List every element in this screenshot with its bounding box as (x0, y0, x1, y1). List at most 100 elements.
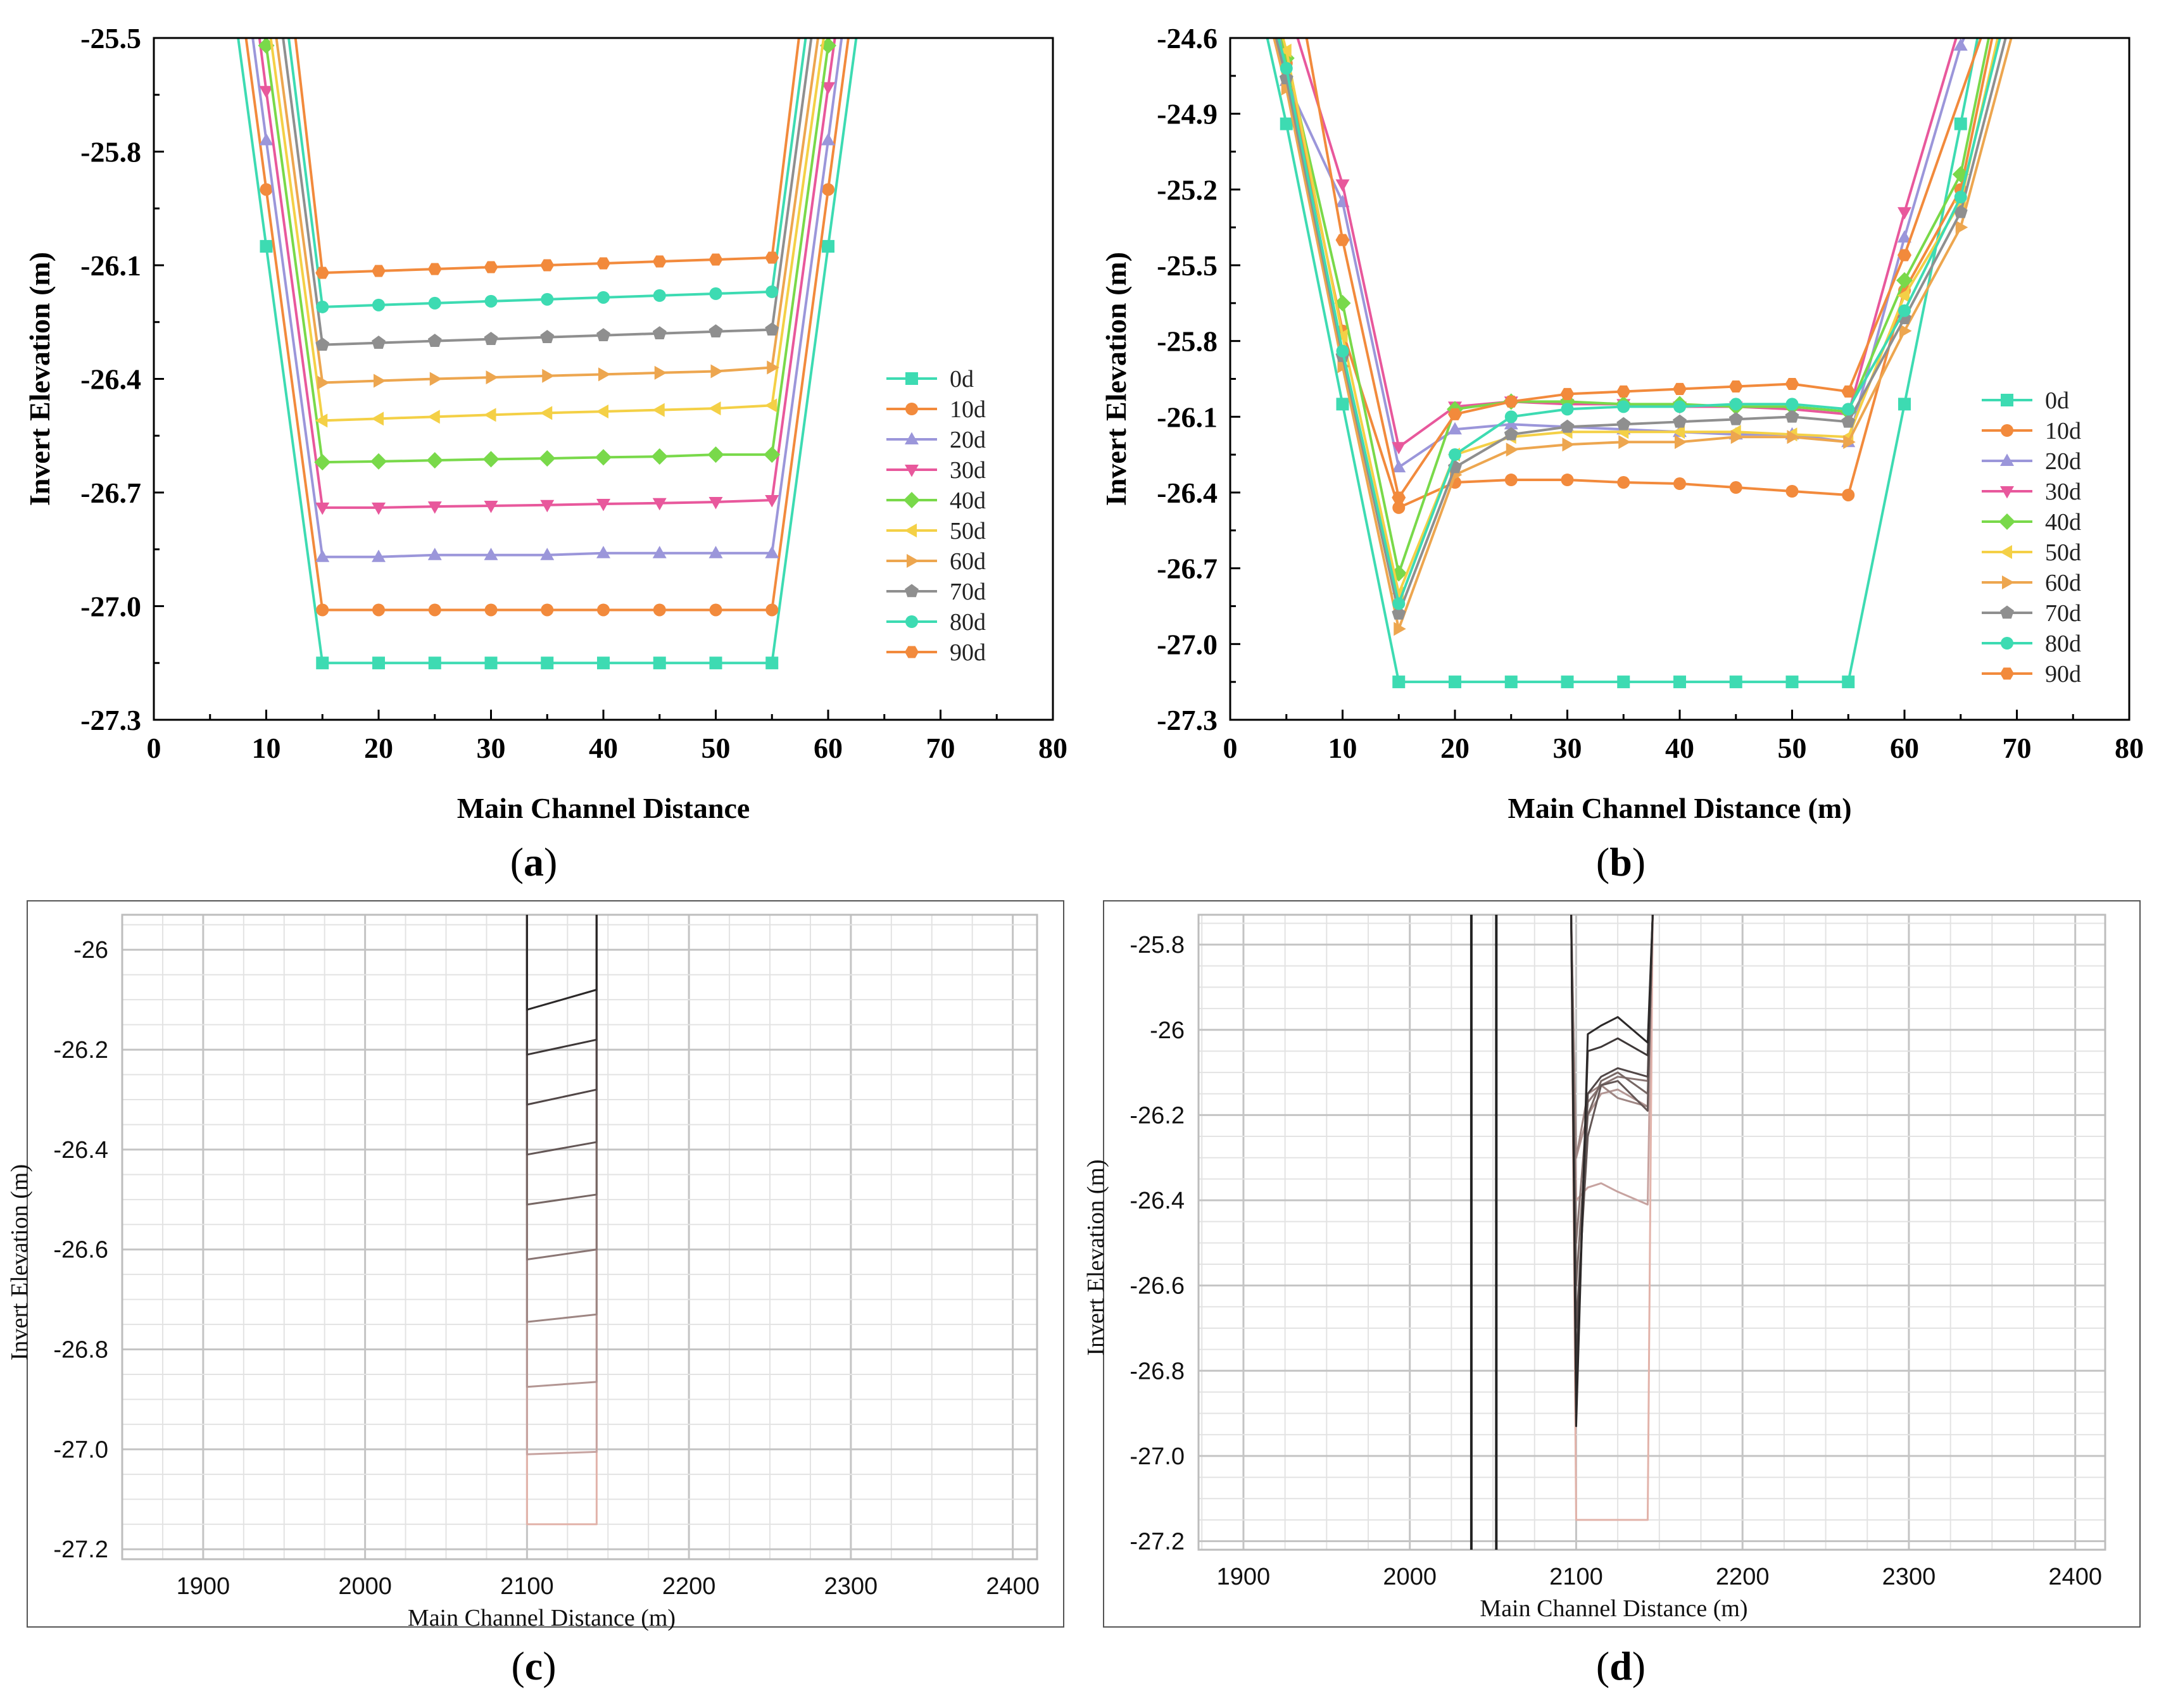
y-tick-label: -25.8 (1157, 325, 1218, 358)
data-point-90d (1785, 377, 1799, 391)
legend-item-90d: 90d (1982, 661, 2081, 688)
legend-marker (2000, 667, 2014, 680)
y-tick-label: -24.9 (1157, 98, 1218, 130)
legend-label: 90d (2045, 661, 2081, 688)
data-point-20d (1504, 417, 1518, 430)
plot-frame (1229, 37, 2131, 721)
data-point-10d (1785, 485, 1799, 498)
data-point-40d (370, 453, 387, 470)
data-point-70d (540, 330, 555, 343)
data-point-90d (427, 263, 442, 275)
data-point-60d (1618, 435, 1631, 449)
data-point-70d (1616, 417, 1631, 430)
series-90d (1305, 38, 1982, 504)
data-point-10d (260, 183, 273, 196)
data-point-10d (1617, 476, 1630, 489)
x-tick-label: 2400 (986, 1573, 1040, 1600)
legend-label: 50d (2045, 539, 2081, 566)
y-tick-label: -25.2 (1157, 173, 1218, 206)
x-tick-label: 50 (1778, 732, 1807, 764)
legend-item-10d: 10d (1982, 418, 2081, 444)
data-point-20d (1448, 422, 1462, 435)
x-tick-label: 2300 (1882, 1564, 1936, 1590)
legend-label: 20d (2045, 448, 2081, 475)
y-tick-label: -27.0 (80, 591, 141, 623)
legend-marker (905, 432, 919, 444)
data-point-20d (259, 133, 274, 146)
data-point-30d (315, 502, 330, 515)
data-point-0d (541, 656, 554, 670)
legend-marker (905, 584, 919, 598)
y-tick-label: -26.4 (1130, 1188, 1185, 1214)
y-tick-label: -27.3 (1157, 704, 1218, 736)
y-tick-label: -26.4 (53, 1137, 108, 1164)
legend-label: 30d (950, 457, 986, 484)
data-point-30d (540, 499, 555, 513)
data-point-0d (372, 656, 385, 670)
data-point-0d (653, 656, 666, 670)
x-axis-title: Main Channel Distance (m) (1480, 1595, 1747, 1622)
y-tick-label: -26.1 (1157, 401, 1218, 433)
y-tick-label: -26.8 (53, 1337, 108, 1364)
legend-marker (905, 465, 919, 477)
chart-c: 1900 2000 2100 2200 2300 2400 -26 -26.2 -26.4 -26… (6, 900, 1064, 1631)
data-point-10d (428, 603, 441, 617)
series-0d (1266, 38, 1979, 689)
y-tick-label: -25.8 (80, 136, 141, 168)
series-line-10d (244, 38, 850, 612)
y-axis-title: Invert Elevation (m) (1083, 1159, 1109, 1355)
series-20d (251, 38, 843, 562)
chart-panel-a: 0 10 20 30 40 50 60 70 80 -25.5 -25.8 -26.1 -26.4 -26… (0, 0, 1076, 845)
series-line-40d (263, 38, 831, 464)
data-point-10d (653, 603, 666, 617)
data-point-20d (1953, 38, 1968, 51)
data-point-20d (765, 546, 779, 558)
plot-border (121, 914, 1038, 1560)
data-point-60d (1730, 430, 1744, 444)
x-tick-label: 40 (1665, 732, 1694, 764)
legend-marker (1999, 513, 2015, 530)
data-point-60d (1955, 220, 1968, 235)
legend-item-10d: 10d (886, 396, 986, 423)
series-line-0d (237, 38, 858, 665)
legend-item-40d: 40d (1982, 509, 2081, 536)
legend-label: 0d (2045, 387, 2069, 414)
legend-item-60d: 60d (1982, 570, 2081, 596)
legend-label: 60d (950, 548, 986, 575)
data-point-80d (1617, 400, 1630, 413)
x-axis-title: Main Channel Distance (m) (1508, 792, 1851, 824)
data-point-50d (539, 406, 553, 420)
legend-marker (905, 403, 918, 415)
data-point-70d (372, 336, 386, 349)
data-point-20d (821, 133, 835, 146)
legend-marker (2001, 394, 2013, 406)
y-tick-label: -27.2 (53, 1536, 108, 1563)
data-point-80d (1336, 344, 1349, 358)
y-tick-label: -26.6 (53, 1237, 108, 1264)
data-point-40d (482, 451, 500, 468)
x-tick-label: 60 (1890, 732, 1919, 764)
data-point-70d (652, 326, 667, 340)
x-tick-label: 2300 (824, 1573, 878, 1600)
data-point-40d (539, 450, 556, 467)
legend-marker (903, 492, 920, 508)
x-tick-label: 20 (364, 732, 393, 764)
legend-item-80d: 80d (886, 609, 986, 636)
legend-item-50d: 50d (1982, 539, 2081, 566)
legend-marker (2000, 453, 2014, 466)
legend-label: 80d (950, 609, 986, 636)
data-point-60d (1899, 323, 1912, 338)
data-point-60d (1506, 443, 1519, 457)
series-90d (294, 38, 800, 279)
data-point-80d (1392, 597, 1406, 610)
data-point-80d (316, 300, 329, 313)
legend-marker (2001, 637, 2013, 650)
x-tick-label: 80 (2115, 732, 2144, 764)
legend-label: 40d (2045, 509, 2081, 536)
data-point-0d (1785, 675, 1799, 689)
data-point-10d (372, 603, 385, 617)
legend-item-90d: 90d (886, 639, 986, 666)
x-tick-label: 1900 (177, 1573, 230, 1600)
data-point-10d (1504, 474, 1518, 487)
x-tick-label: 1900 (1217, 1564, 1271, 1590)
